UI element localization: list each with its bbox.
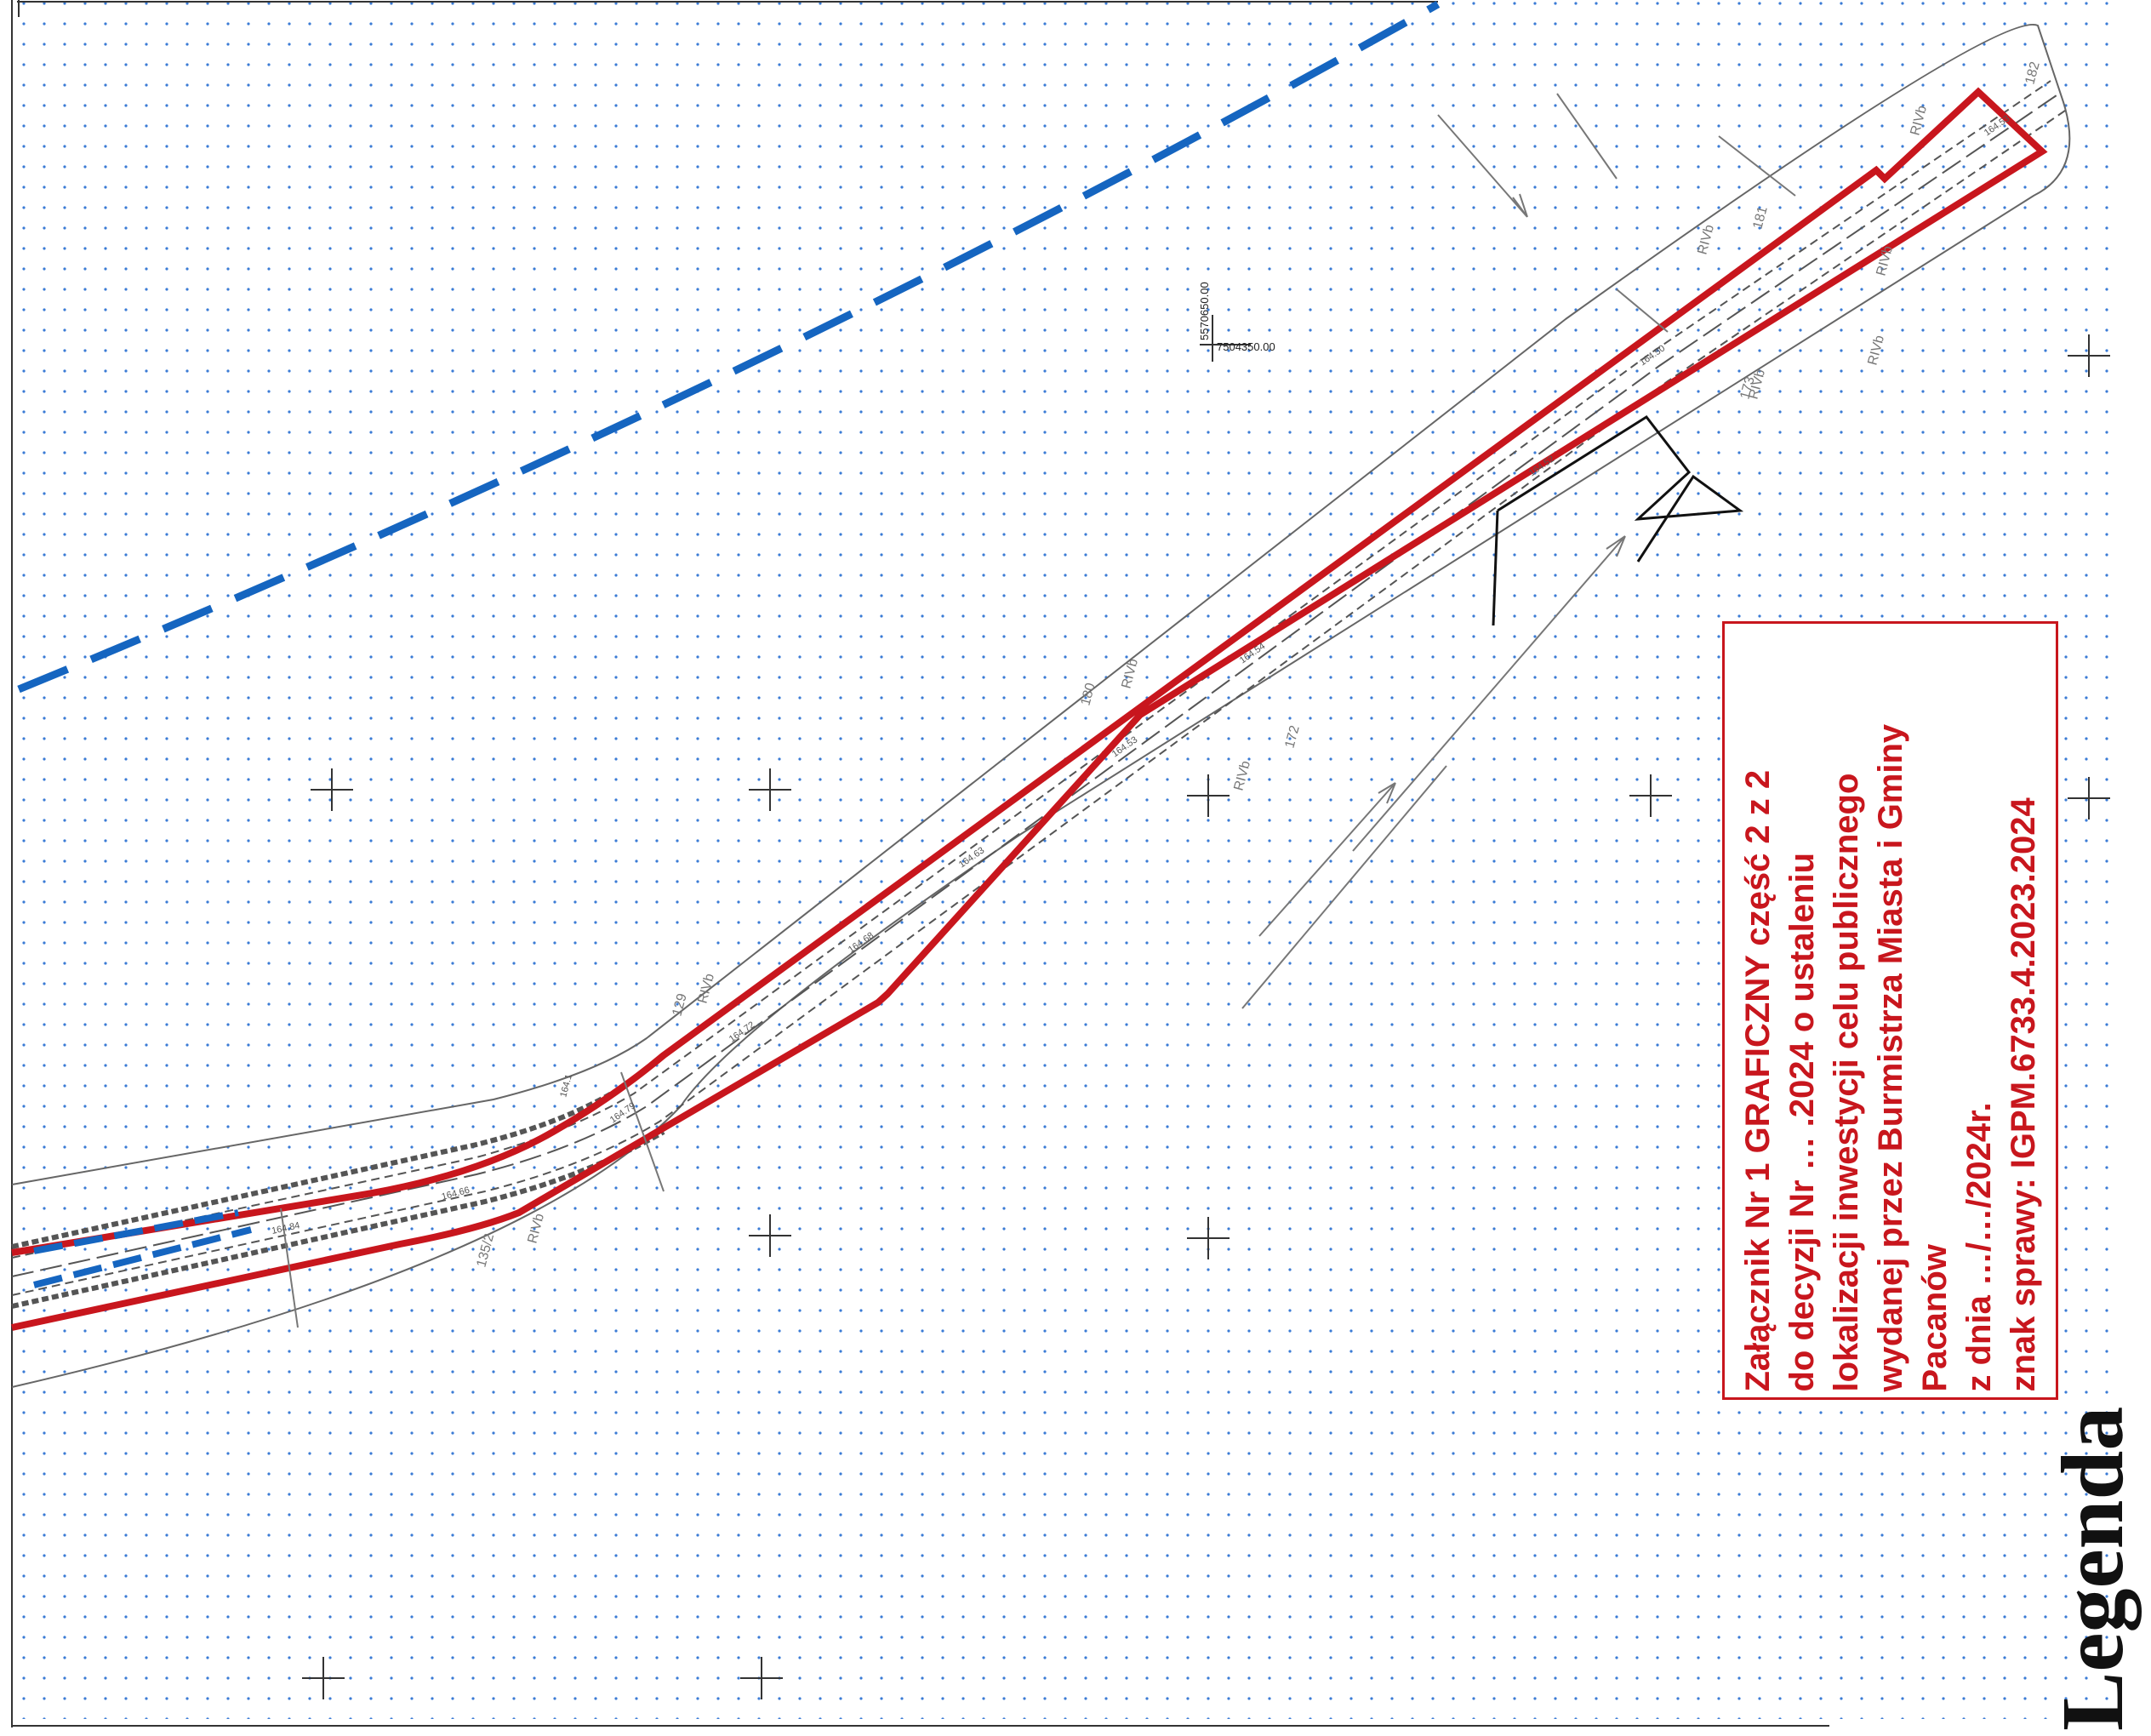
coordinate-label: 5570650.00 (1198, 282, 1211, 340)
road-edge-upper (11, 80, 2051, 1259)
attachment-info-text: Załącznik Nr 1 GRAFICZNY część 2 z 2 do … (1736, 630, 2045, 1391)
parcel-number: 182 (2023, 60, 2042, 86)
parcel-line (1616, 288, 1669, 333)
parcel-line (1556, 93, 1618, 180)
legend-heading-wrapper: Legenda: (2035, 1404, 2151, 1736)
parcel-number: 129 (670, 992, 689, 1018)
corridor-outline (11, 24, 2071, 1388)
grid-cross (302, 315, 2110, 1699)
arrow-line (1437, 114, 1528, 218)
investment-boundary[interactable] (11, 87, 2048, 1331)
legend-heading: Legenda: (2044, 1404, 2142, 1731)
info-line: Pacanów (1915, 1243, 1954, 1391)
info-line: do decyzji Nr … .2024 o ustaleniu (1783, 852, 1821, 1391)
blue-dashed-boundary (17, 1, 1441, 694)
survey-line[interactable] (1492, 415, 1744, 626)
coordinate-label: 7504350.00 (1217, 340, 1275, 353)
parcel-line (1718, 135, 1796, 197)
arrow-line (1258, 782, 1396, 937)
parcel-number: 181 (1750, 205, 1770, 231)
road-edge-lower (11, 108, 2068, 1296)
info-line: znak sprawy: IGPM.6733.4.2023.2024 (2004, 797, 2042, 1391)
blue-dashed-segment-1 (33, 1209, 239, 1254)
arrow-line (1352, 535, 1626, 852)
parcel-number: 180 (1078, 682, 1098, 707)
arrow-line (1241, 765, 1447, 1009)
parcel-line (620, 1071, 665, 1192)
blue-dashed-segment-2 (33, 1226, 252, 1288)
parcel-number: 172 (1282, 724, 1302, 750)
info-line: z dnia …/…/2024r. (1960, 1101, 1998, 1391)
info-line: lokalizacji inwestycji celu publicznego (1827, 773, 1865, 1391)
parcel-line (280, 1208, 299, 1328)
road-centerline (11, 93, 2060, 1277)
parcel-number: 173 (1737, 375, 1757, 401)
info-line: Załącznik Nr 1 GRAFICZNY część 2 z 2 (1738, 769, 1777, 1391)
info-line: wydanej przez Burmistrza Miasta i Gminy (1871, 723, 1909, 1391)
attachment-info-box: Załącznik Nr 1 GRAFICZNY część 2 z 2 do … (1722, 621, 2058, 1400)
